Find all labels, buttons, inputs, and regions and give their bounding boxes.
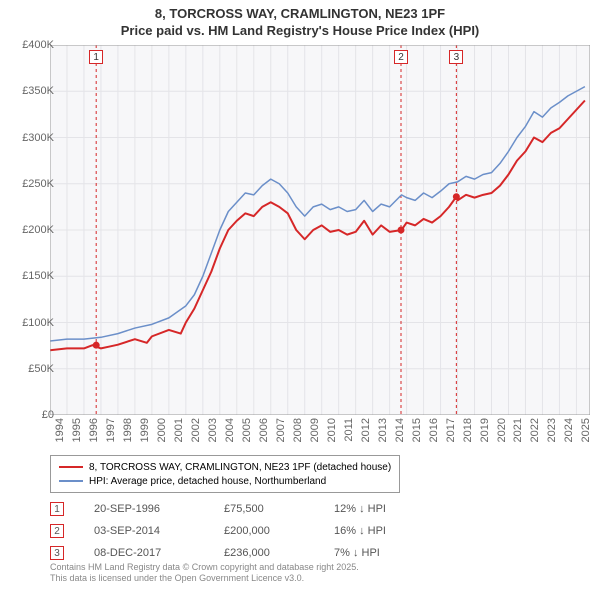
sale-marker-2: 2 [394,50,408,64]
y-axis-label: £300K [22,132,54,144]
chart-area [50,45,590,415]
sale-price: £200,000 [224,525,334,537]
sale-hpi-diff: 12% ↓ HPI [334,503,434,515]
x-axis-label: 2020 [496,418,508,448]
y-axis-label: £350K [22,85,54,97]
x-axis-label: 2002 [190,418,202,448]
x-axis-label: 2014 [394,418,406,448]
x-axis-label: 2013 [377,418,389,448]
y-axis-label: £100K [22,317,54,329]
chart-plot [50,45,590,415]
x-axis-label: 2001 [173,418,185,448]
x-axis-label: 2023 [546,418,558,448]
x-axis-label: 2011 [343,418,355,448]
x-axis-label: 1998 [122,418,134,448]
y-axis-label: £0 [42,409,54,421]
x-axis-label: 1996 [88,418,100,448]
sale-row: 3 08-DEC-2017£236,0007% ↓ HPI [50,542,434,564]
sale-date: 03-SEP-2014 [94,525,224,537]
sale-date: 20-SEP-1996 [94,503,224,515]
chart-container: 8, TORCROSS WAY, CRAMLINGTON, NE23 1PF P… [0,0,600,590]
x-axis-label: 2007 [275,418,287,448]
y-axis-label: £200K [22,224,54,236]
chart-legend: 8, TORCROSS WAY, CRAMLINGTON, NE23 1PF (… [50,455,400,493]
sale-row-marker: 1 [50,502,64,516]
sale-row: 2 03-SEP-2014£200,00016% ↓ HPI [50,520,434,542]
sale-price: £75,500 [224,503,334,515]
x-axis-label: 2018 [462,418,474,448]
title-line-1: 8, TORCROSS WAY, CRAMLINGTON, NE23 1PF [0,6,600,23]
sale-marker-3: 3 [449,50,463,64]
x-axis-label: 1994 [54,418,66,448]
sale-row-marker: 2 [50,524,64,538]
chart-title: 8, TORCROSS WAY, CRAMLINGTON, NE23 1PF P… [0,0,600,40]
legend-swatch [59,480,83,482]
sale-date: 08-DEC-2017 [94,547,224,559]
sale-marker-1: 1 [89,50,103,64]
title-line-2: Price paid vs. HM Land Registry's House … [0,23,600,40]
attribution-line-2: This data is licensed under the Open Gov… [50,573,359,584]
x-axis-label: 2003 [207,418,219,448]
sale-hpi-diff: 16% ↓ HPI [334,525,434,537]
x-axis-label: 2022 [529,418,541,448]
y-axis-label: £400K [22,39,54,51]
sale-price: £236,000 [224,547,334,559]
x-axis-label: 2017 [445,418,457,448]
x-axis-label: 2012 [360,418,372,448]
legend-swatch [59,466,83,468]
x-axis-label: 2009 [309,418,321,448]
x-axis-label: 2005 [241,418,253,448]
x-axis-label: 2015 [411,418,423,448]
x-axis-label: 2016 [428,418,440,448]
attribution-text: Contains HM Land Registry data © Crown c… [50,562,359,584]
y-axis-label: £250K [22,178,54,190]
x-axis-label: 1997 [105,418,117,448]
x-axis-label: 2021 [512,418,524,448]
x-axis-label: 2024 [563,418,575,448]
x-axis-label: 2004 [224,418,236,448]
y-axis-label: £150K [22,270,54,282]
x-axis-label: 2000 [156,418,168,448]
legend-item: HPI: Average price, detached house, Nort… [59,474,391,488]
legend-label: HPI: Average price, detached house, Nort… [89,476,326,487]
y-axis-label: £50K [28,363,54,375]
sales-table: 1 20-SEP-1996£75,50012% ↓ HPI 2 03-SEP-2014… [50,498,434,564]
sale-row-marker: 3 [50,546,64,560]
x-axis-label: 2010 [326,418,338,448]
sale-hpi-diff: 7% ↓ HPI [334,547,434,559]
x-axis-label: 2008 [292,418,304,448]
x-axis-label: 2025 [580,418,592,448]
x-axis-label: 2006 [258,418,270,448]
sale-row: 1 20-SEP-1996£75,50012% ↓ HPI [50,498,434,520]
legend-item: 8, TORCROSS WAY, CRAMLINGTON, NE23 1PF (… [59,460,391,474]
x-axis-label: 1995 [71,418,83,448]
attribution-line-1: Contains HM Land Registry data © Crown c… [50,562,359,573]
x-axis-label: 1999 [139,418,151,448]
x-axis-label: 2019 [479,418,491,448]
legend-label: 8, TORCROSS WAY, CRAMLINGTON, NE23 1PF (… [89,462,391,473]
